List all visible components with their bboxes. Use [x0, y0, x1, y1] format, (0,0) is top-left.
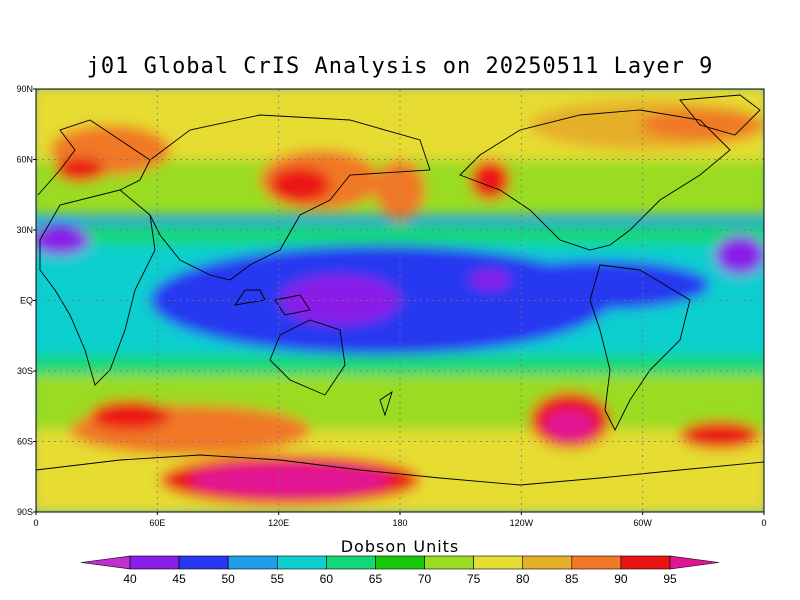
colorbar-label: 80 [516, 572, 530, 586]
colorbar-label: 50 [222, 572, 236, 586]
colorbar-segment [276, 555, 327, 570]
colorbar-segment [80, 555, 131, 570]
colorbar-label: 40 [123, 572, 137, 586]
colorbar-label: 70 [418, 572, 432, 586]
colorbar-segment [473, 555, 524, 570]
colorbar-segment [424, 555, 474, 570]
x-tick-label: 120E [268, 518, 289, 528]
x-tick-label: 120W [510, 518, 534, 528]
colorbar-segment [375, 555, 425, 570]
colorbar-segment [227, 555, 278, 570]
x-tick-label: 0 [33, 518, 38, 528]
y-tick-label: 90S [17, 507, 33, 517]
colorbar-segment [178, 555, 229, 570]
chart-title: j01 Global CrIS Analysis on 20250511 Lay… [86, 54, 714, 79]
colorbar-segment [326, 555, 376, 570]
colorbar-title: Dobson Units [340, 537, 460, 556]
colorbar-label: 90 [614, 572, 628, 586]
y-tick-label: 30S [17, 366, 33, 376]
colorbar-label: 65 [369, 572, 383, 586]
x-tick-label: 0 [761, 518, 766, 528]
colorbar-label: 55 [271, 572, 285, 586]
y-tick-label: 60N [16, 155, 33, 165]
colorbar [80, 555, 720, 570]
colorbar-segment [129, 555, 180, 570]
y-tick-label: 60S [17, 437, 33, 447]
x-tick-label: 60W [633, 518, 652, 528]
y-tick-label: 90N [16, 84, 33, 94]
colorbar-label: 95 [663, 572, 677, 586]
x-tick-label: 180 [392, 518, 407, 528]
colorbar-label: 60 [320, 572, 334, 586]
x-tick-label: 60E [149, 518, 165, 528]
colorbar-label: 85 [565, 572, 579, 586]
coastlines [36, 94, 764, 486]
colorbar-segment [669, 555, 720, 570]
y-tick-label: EQ [20, 296, 33, 306]
gridlines [36, 89, 764, 512]
y-tick-label: 30N [16, 225, 33, 235]
colorbar-label: 75 [467, 572, 481, 586]
colorbar-segment [620, 555, 671, 570]
colorbar-segment [571, 555, 622, 570]
colorbar-label: 45 [172, 572, 186, 586]
colorbar-segment [522, 555, 573, 570]
